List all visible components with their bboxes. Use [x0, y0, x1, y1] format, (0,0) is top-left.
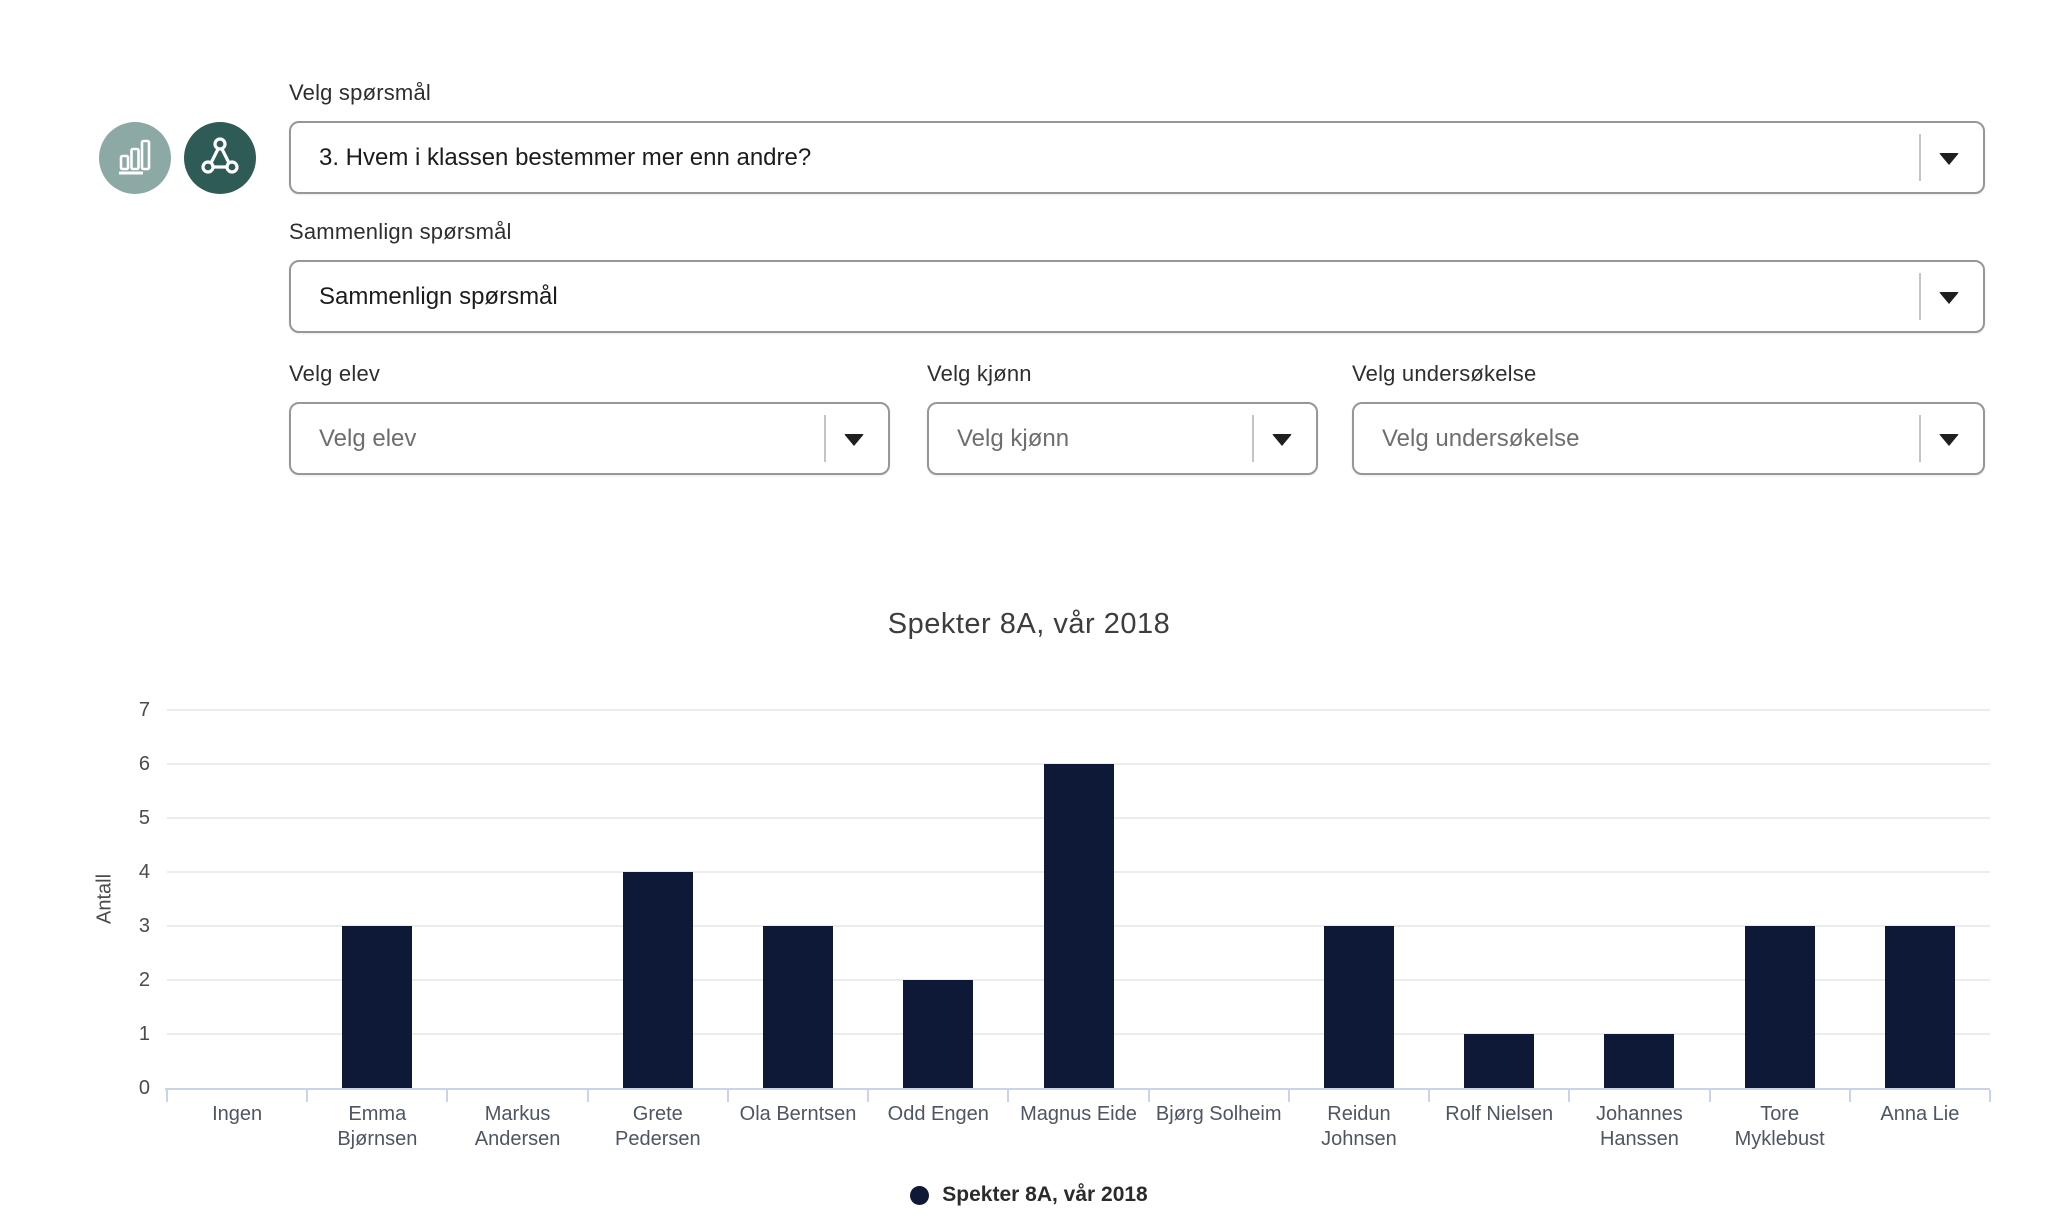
- chart-bar[interactable]: [342, 926, 413, 1088]
- x-tick-mark: [306, 1090, 309, 1102]
- compare-question-dropdown[interactable]: Sammenlign spørsmål: [289, 260, 1985, 333]
- x-tick-mark: [1147, 1090, 1150, 1102]
- chart-title: Spekter 8A, vår 2018: [887, 608, 1171, 640]
- chart-bar[interactable]: [622, 872, 693, 1088]
- y-tick-label: 1: [138, 1023, 150, 1045]
- plot-area: [165, 709, 1991, 1102]
- y-tick-label: 7: [138, 699, 150, 721]
- x-tick-mark: [446, 1090, 449, 1102]
- select-student-dropdown[interactable]: Velg elev: [289, 402, 890, 475]
- select-gender-label: Velg kjønn: [927, 361, 1032, 386]
- chevron-down-icon: [1939, 433, 1959, 446]
- chevron-down-icon: [1939, 152, 1959, 165]
- select-survey-dropdown[interactable]: Velg undersøkelse: [1352, 402, 1985, 475]
- bar-chart-icon: [113, 134, 157, 183]
- x-category-label: Bjørg Solheim: [1155, 1103, 1282, 1125]
- legend-marker: [910, 1185, 930, 1205]
- y-tick-label: 0: [138, 1077, 150, 1099]
- x-category-label: Tore Myklebust: [1734, 1103, 1825, 1150]
- chart-bar[interactable]: [1323, 926, 1394, 1088]
- chart-bar[interactable]: [1604, 1034, 1675, 1088]
- x-category-label: Markus Andersen: [474, 1103, 561, 1150]
- select-question-dropdown[interactable]: 3. Hvem i klassen bestemmer mer enn andr…: [289, 121, 1985, 194]
- x-tick-mark: [1989, 1090, 1991, 1102]
- x-category-label: Anna Lie: [1880, 1103, 1960, 1125]
- x-category-label: Magnus Eide: [1020, 1103, 1137, 1125]
- x-tick-mark: [1848, 1090, 1851, 1102]
- x-tick-mark: [166, 1090, 168, 1102]
- bar-chart-view-button[interactable]: [99, 122, 171, 194]
- select-survey-placeholder: Velg undersøkelse: [1382, 424, 1580, 452]
- select-student-label: Velg elev: [289, 361, 381, 386]
- x-category-label: Reidun Johnsen: [1321, 1103, 1397, 1150]
- x-tick-mark: [1568, 1090, 1571, 1102]
- x-tick-mark: [1708, 1090, 1711, 1102]
- chart-bar[interactable]: [1884, 926, 1955, 1088]
- select-gender-placeholder: Velg kjønn: [957, 424, 1070, 452]
- select-question-value: 3. Hvem i klassen bestemmer mer enn andr…: [319, 143, 812, 171]
- gridline: [167, 709, 1990, 711]
- y-tick-label: 2: [138, 969, 150, 991]
- x-axis-line: [165, 1088, 1990, 1090]
- x-tick-mark: [726, 1090, 729, 1102]
- x-category-label: Grete Pedersen: [614, 1103, 701, 1150]
- chevron-down-icon: [844, 433, 864, 446]
- y-tick-label: 4: [138, 861, 150, 883]
- chart-bar[interactable]: [763, 926, 834, 1088]
- chevron-down-icon: [1272, 433, 1292, 446]
- sociogram-view-button[interactable]: [184, 122, 256, 194]
- chart-bar[interactable]: [1744, 926, 1815, 1088]
- x-tick-mark: [1007, 1090, 1010, 1102]
- chart-legend[interactable]: Spekter 8A, vår 2018: [0, 1182, 2058, 1208]
- y-axis-labels: 0 1 2 3 4 5 6 7: [0, 699, 150, 1099]
- sociogram-network-icon: [197, 133, 243, 184]
- dropdown-divider: [1919, 415, 1921, 462]
- x-category-label: Rolf Nielsen: [1445, 1103, 1554, 1125]
- compare-question-value: Sammenlign spørsmål: [319, 282, 558, 310]
- select-survey-label: Velg undersøkelse: [1352, 361, 1537, 386]
- y-tick-label: 3: [138, 915, 150, 937]
- dropdown-divider: [1919, 134, 1921, 181]
- chart-bar[interactable]: [1464, 1034, 1535, 1088]
- x-tick-mark: [586, 1090, 589, 1102]
- x-axis-labels: Ingen Emma Bjørnsen Markus Andersen Grete P…: [167, 1102, 1990, 1162]
- select-student-placeholder: Velg elev: [319, 424, 417, 452]
- dropdown-divider: [1252, 415, 1254, 462]
- x-category-label: Emma Bjørnsen: [337, 1103, 418, 1150]
- chart-bar[interactable]: [1043, 764, 1114, 1088]
- select-gender-dropdown[interactable]: Velg kjønn: [927, 402, 1318, 475]
- x-category-label: Odd Engen: [887, 1103, 989, 1125]
- y-tick-label: 6: [138, 753, 150, 775]
- dropdown-divider: [824, 415, 826, 462]
- compare-question-label: Sammenlign spørsmål: [289, 219, 512, 244]
- x-tick-mark: [1287, 1090, 1290, 1102]
- x-category-label: Ingen: [212, 1103, 263, 1125]
- chevron-down-icon: [1939, 291, 1959, 304]
- x-tick-mark: [867, 1090, 870, 1102]
- x-tick-mark: [1428, 1090, 1431, 1102]
- chart-bar[interactable]: [903, 980, 974, 1088]
- dropdown-divider: [1919, 273, 1921, 320]
- x-category-label: Ola Berntsen: [739, 1103, 857, 1125]
- select-question-label: Velg spørsmål: [289, 80, 431, 105]
- legend-label: Spekter 8A, vår 2018: [942, 1183, 1148, 1206]
- x-category-label: Johannes Hanssen: [1596, 1103, 1683, 1150]
- y-tick-label: 5: [138, 807, 150, 829]
